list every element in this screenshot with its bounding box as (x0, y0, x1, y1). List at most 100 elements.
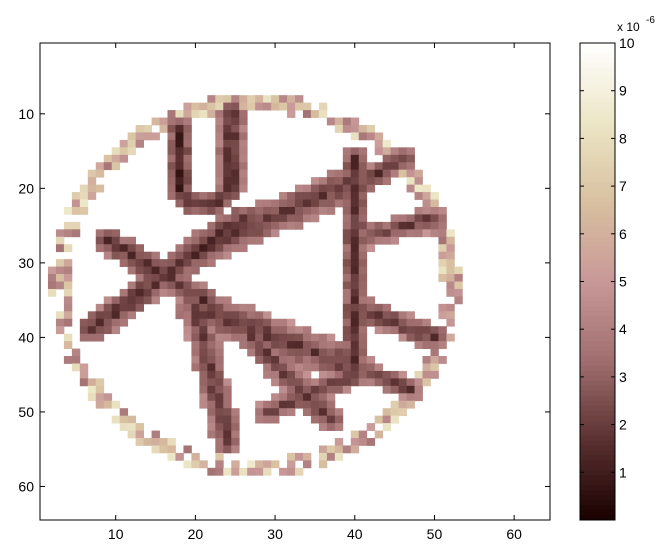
colorbar-band (580, 415, 615, 422)
heatmap-cell (119, 147, 129, 156)
heatmap-cell (215, 326, 224, 335)
heatmap-cell (342, 385, 352, 394)
heatmap-cell (255, 229, 264, 238)
heatmap-cell (382, 318, 392, 327)
heatmap-cell (342, 117, 352, 126)
heatmap-cell (342, 147, 352, 156)
heatmap-cell (143, 266, 152, 275)
colorbar-band (580, 276, 615, 282)
heatmap-cell (191, 326, 200, 335)
heatmap-cell (334, 415, 344, 424)
heatmap-cell (271, 341, 280, 349)
heatmap-cell (55, 274, 65, 282)
heatmap-cell (207, 110, 216, 118)
heatmap-cell (358, 206, 368, 215)
heatmap-cell (103, 311, 113, 320)
heatmap-cell (446, 274, 455, 282)
heatmap-cell (279, 318, 288, 327)
heatmap-cell (263, 214, 272, 223)
y-tick-label: 20 (18, 180, 34, 196)
heatmap-cell (366, 356, 376, 364)
heatmap-cell (430, 229, 439, 238)
heatmap-cell (255, 199, 264, 208)
heatmap-cell (398, 370, 407, 379)
heatmap-cell (71, 199, 81, 208)
heatmap-cell (350, 177, 360, 186)
heatmap-cell (63, 303, 73, 312)
heatmap-cell (398, 311, 407, 320)
heatmap-cell (223, 102, 232, 111)
heatmap-cell (215, 445, 224, 454)
heatmap-cell (199, 110, 208, 118)
heatmap-cell (215, 229, 224, 238)
heatmap-cell (167, 147, 176, 156)
heatmap-cell (342, 274, 352, 282)
heatmap-cell (342, 348, 352, 357)
heatmap-cell (231, 162, 240, 171)
colorbar-band (580, 395, 615, 402)
heatmap-cell (151, 259, 160, 267)
heatmap-cell (231, 326, 240, 335)
heatmap-cell (430, 221, 439, 230)
heatmap-cell (255, 415, 264, 424)
heatmap-cell (382, 147, 392, 156)
heatmap-cell (183, 311, 192, 320)
colorbar-band (580, 336, 615, 342)
heatmap-cell (247, 102, 256, 111)
heatmap-cell (239, 333, 248, 342)
heatmap-cell (366, 184, 376, 193)
heatmap-cell (422, 221, 431, 230)
heatmap-cell (239, 214, 248, 223)
heatmap-cell (223, 199, 232, 208)
heatmap-cell (87, 184, 97, 193)
heatmap-cell (414, 318, 423, 327)
heatmap-cell (334, 184, 344, 193)
colorbar-band (580, 351, 615, 357)
heatmap-cell (358, 132, 368, 141)
heatmap-cell (342, 326, 352, 335)
colorbar-band (580, 177, 615, 183)
heatmap-cell (342, 192, 352, 200)
heatmap-cell (406, 184, 415, 193)
colorbar-band (580, 440, 615, 446)
colorbar-band (580, 62, 615, 69)
heatmap-cell (350, 326, 360, 335)
heatmap-cell (310, 214, 320, 223)
colorbar: 1 2 3 4 5 6 7 8 9 10 x 10 -6 (579, 15, 655, 521)
heatmap-cell (215, 415, 224, 424)
heatmap-cell (279, 206, 288, 215)
heatmap-cell (430, 326, 439, 335)
heatmap-cell (271, 400, 280, 409)
heatmap-cell (111, 303, 121, 312)
heatmap-cell (239, 326, 248, 335)
heatmap-cell (103, 244, 113, 253)
heatmap-cell (175, 266, 184, 275)
heatmap-cell (199, 378, 208, 387)
heatmap-cell (87, 393, 97, 402)
heatmap-cell (406, 378, 415, 387)
heatmap-cell (406, 400, 415, 409)
heatmap-cell (302, 184, 312, 193)
heatmap-cell (438, 259, 447, 267)
heatmap-cell (135, 303, 144, 312)
heatmap-cell (414, 385, 423, 394)
heatmap-cell (358, 229, 368, 238)
heatmap-cell (350, 184, 360, 193)
heatmap-cell (207, 430, 216, 439)
heatmap-cell (207, 303, 216, 312)
heatmap-cell (342, 370, 352, 379)
heatmap-cell (271, 393, 280, 402)
heatmap-cell (175, 199, 184, 208)
heatmap-cell (247, 326, 256, 335)
heatmap-cell (231, 467, 240, 476)
heatmap-cell (247, 467, 256, 476)
heatmap-cell (302, 102, 312, 111)
heatmap-cell (310, 184, 320, 193)
heatmap-cell (175, 147, 184, 156)
heatmap-cell (287, 110, 296, 118)
heatmap-cell (215, 162, 224, 171)
heatmap-cell (350, 363, 360, 372)
heatmap-cell (446, 266, 455, 275)
heatmap-cell (318, 385, 328, 394)
heatmap-cell (255, 467, 264, 476)
